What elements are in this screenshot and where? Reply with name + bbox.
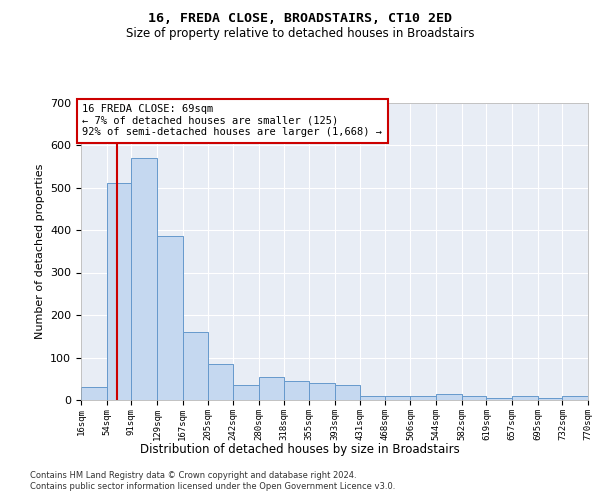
Bar (81, 387, 107, 400)
Bar (461, 396, 487, 400)
Bar (512, 396, 538, 400)
Bar (259, 376, 284, 400)
Bar (284, 381, 309, 400)
Bar (157, 236, 182, 400)
Bar (385, 396, 410, 400)
Bar (538, 398, 562, 400)
Bar (107, 183, 131, 400)
Bar (335, 385, 360, 400)
Y-axis label: Number of detached properties: Number of detached properties (35, 164, 44, 339)
Bar (208, 364, 233, 400)
Bar (487, 398, 512, 400)
Text: Contains public sector information licensed under the Open Government Licence v3: Contains public sector information licen… (30, 482, 395, 491)
Text: Contains HM Land Registry data © Crown copyright and database right 2024.: Contains HM Land Registry data © Crown c… (30, 471, 356, 480)
Bar (182, 332, 208, 400)
Text: Size of property relative to detached houses in Broadstairs: Size of property relative to detached ho… (126, 28, 474, 40)
Bar (562, 396, 588, 400)
Bar (233, 385, 259, 400)
Bar (360, 396, 385, 400)
Bar (309, 383, 335, 400)
Text: Distribution of detached houses by size in Broadstairs: Distribution of detached houses by size … (140, 442, 460, 456)
Bar (436, 394, 461, 400)
Bar (410, 396, 436, 400)
Bar (131, 158, 157, 400)
Text: 16, FREDA CLOSE, BROADSTAIRS, CT10 2ED: 16, FREDA CLOSE, BROADSTAIRS, CT10 2ED (148, 12, 452, 26)
Text: 16 FREDA CLOSE: 69sqm
← 7% of detached houses are smaller (125)
92% of semi-deta: 16 FREDA CLOSE: 69sqm ← 7% of detached h… (82, 104, 382, 138)
